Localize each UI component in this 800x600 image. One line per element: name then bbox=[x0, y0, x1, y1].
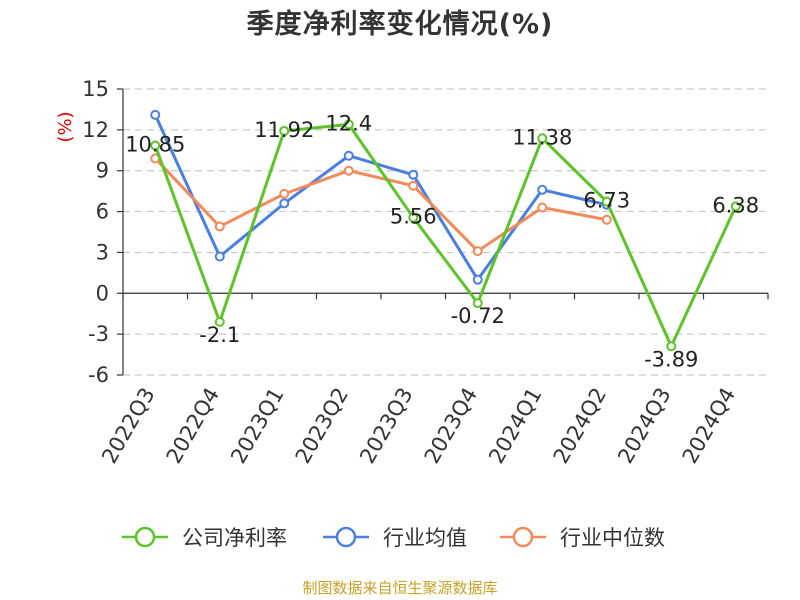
data-point bbox=[214, 316, 225, 327]
y-tick-label: 15 bbox=[82, 77, 109, 101]
data-point bbox=[408, 212, 419, 223]
legend-label: 行业均值 bbox=[383, 526, 467, 550]
series-line bbox=[153, 122, 738, 348]
legend-marker bbox=[512, 526, 534, 548]
data-point bbox=[214, 221, 225, 232]
data-point bbox=[601, 196, 612, 207]
data-point bbox=[537, 184, 548, 195]
data-label: 5.56 bbox=[390, 205, 437, 229]
source-note: 制图数据来自恒生聚源数据库 bbox=[302, 579, 498, 597]
data-point bbox=[279, 198, 290, 209]
data-point bbox=[214, 251, 225, 262]
data-point bbox=[279, 125, 290, 136]
data-labels: 10.85 -2.1 11.92 12.4 5.56 -0.72 11.38 6.73 -3.8… bbox=[125, 111, 759, 371]
data-point bbox=[472, 298, 483, 309]
y-tick-label: 0 bbox=[96, 281, 109, 305]
data-label: 12.4 bbox=[325, 111, 372, 135]
x-tick-label: 2023Q3 bbox=[355, 384, 417, 468]
legend-label: 行业中位数 bbox=[560, 526, 665, 550]
y-tick-label: -6 bbox=[88, 363, 109, 387]
data-label: -2.1 bbox=[199, 323, 240, 347]
data-point bbox=[150, 140, 161, 151]
data-label: 6.73 bbox=[583, 189, 630, 213]
x-tick-label: 2023Q1 bbox=[226, 384, 288, 468]
series-line bbox=[153, 114, 608, 282]
x-tick-label: 2024Q1 bbox=[484, 384, 546, 468]
data-point bbox=[537, 133, 548, 144]
legend-marker bbox=[134, 526, 156, 548]
data-label: 6.38 bbox=[712, 193, 759, 217]
data-label: 10.85 bbox=[125, 133, 185, 157]
data-label: -3.89 bbox=[644, 347, 698, 371]
data-point bbox=[472, 274, 483, 285]
x-tick-label: 2024Q3 bbox=[613, 384, 675, 468]
y-tick-label: 6 bbox=[96, 200, 109, 224]
x-tick-label: 2024Q2 bbox=[549, 384, 611, 468]
x-tick-label: 2023Q4 bbox=[420, 384, 482, 468]
legend-marker bbox=[335, 526, 357, 548]
data-point bbox=[472, 246, 483, 257]
x-tick-label: 2024Q4 bbox=[678, 384, 740, 468]
x-tick-label: 2022Q3 bbox=[97, 384, 159, 468]
chart-title: 季度净利率变化情况(%) bbox=[246, 9, 554, 40]
y-tick-label: 9 bbox=[96, 159, 109, 183]
series-line bbox=[154, 157, 608, 253]
x-tick-labels: 2022Q3 2022Q4 2023Q1 2023Q2 2023Q3 2023Q4 2024… bbox=[97, 384, 740, 468]
data-point bbox=[601, 214, 612, 225]
data-point bbox=[279, 188, 290, 199]
x-tick-label: 2022Q4 bbox=[162, 384, 224, 468]
y-tick-label: 3 bbox=[96, 240, 109, 264]
data-point bbox=[408, 169, 419, 180]
data-point bbox=[343, 150, 354, 161]
data-point bbox=[150, 109, 161, 120]
y-tick-label: 12 bbox=[82, 118, 109, 142]
y-tick-labels: 15 12 9 6 3 0 -3 -6 bbox=[82, 77, 109, 387]
legend-label: 公司净利率 bbox=[182, 526, 287, 550]
data-point bbox=[343, 165, 354, 176]
y-tick-label: -3 bbox=[88, 322, 109, 346]
data-point bbox=[343, 119, 354, 130]
legend: 公司净利率 行业均值 行业中位数 bbox=[122, 526, 665, 550]
x-tick-label: 2023Q2 bbox=[291, 384, 353, 468]
data-point bbox=[537, 202, 548, 213]
y-axis-label: (%) bbox=[55, 111, 76, 142]
data-point bbox=[408, 180, 419, 191]
data-label: 11.92 bbox=[254, 118, 314, 142]
series-lines bbox=[150, 109, 741, 352]
data-point bbox=[666, 341, 677, 352]
data-label: 11.38 bbox=[512, 125, 572, 149]
data-point bbox=[730, 201, 741, 212]
data-label: -0.72 bbox=[451, 304, 505, 328]
